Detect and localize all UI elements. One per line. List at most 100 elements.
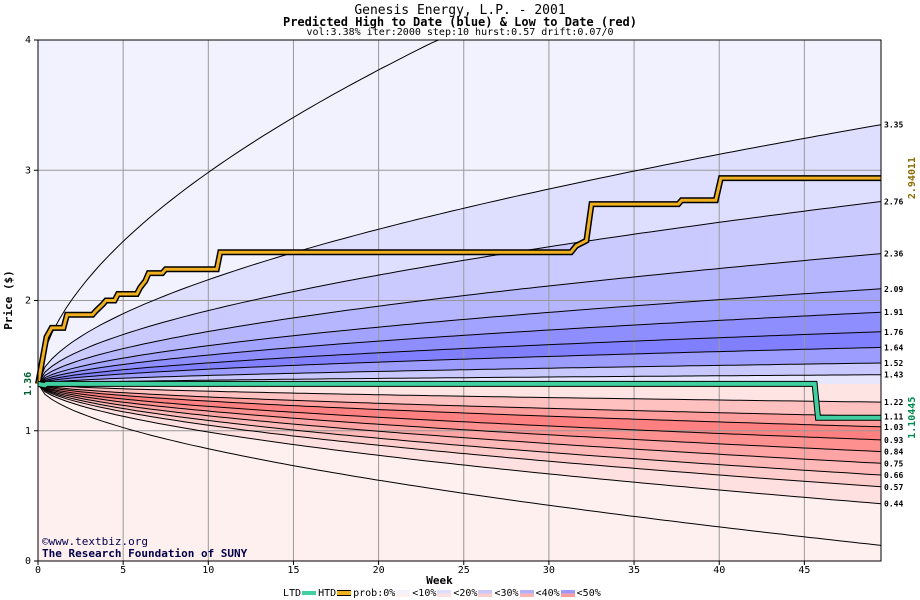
upper-percentile-label-4: 1.91 <box>884 308 903 317</box>
legend-item-0: <10% <box>412 587 437 599</box>
lower-curve-9 <box>37 383 882 403</box>
axis-ticks: 0 5 10 15 20 25 30 35 40 45 0 1 2 3 4 <box>25 35 810 576</box>
band-lower-8 <box>38 383 881 417</box>
lower-percentile-label-7: 0.57 <box>884 483 903 492</box>
lower-curve-1 <box>37 383 882 505</box>
chart-title: Genesis Energy, L.P. - 2001 <box>354 3 566 18</box>
legend-swatch-2 <box>478 589 493 597</box>
legend-item-2: <30% <box>494 587 519 599</box>
legend-ltd-swatch <box>302 591 317 595</box>
band-lower-1 <box>38 383 881 504</box>
upper-curve-2 <box>37 201 882 385</box>
x-axis-label: Week <box>426 574 453 587</box>
y-axis-label: Price ($) <box>2 270 15 330</box>
lower-percentile-label-0: 1.22 <box>884 398 903 407</box>
upper-percentile-label-6: 1.64 <box>884 343 903 352</box>
legend-ltd-label: LTD <box>283 587 302 599</box>
lower-curve-8 <box>37 383 882 417</box>
band-lower-3 <box>38 383 881 475</box>
x-tick-label-0: 0 <box>35 565 41 576</box>
htd-line <box>36 176 881 385</box>
x-tick-label-35: 35 <box>628 565 640 576</box>
lower-curve-0 <box>37 383 882 546</box>
watermark-org: The Research Foundation of SUNY <box>42 547 248 560</box>
x-tick-label-40: 40 <box>713 565 725 576</box>
upper-curve-6 <box>37 331 882 385</box>
grid-lines <box>38 40 881 561</box>
y-tick-label-4: 4 <box>25 35 31 46</box>
lower-curve-5 <box>37 383 882 453</box>
legend-htd-swatch <box>337 590 352 596</box>
lower-curve-4 <box>37 383 882 464</box>
upper-percentile-label-7: 1.52 <box>884 359 903 368</box>
lower-curve-7 <box>37 383 882 428</box>
legend-item-3: <40% <box>535 587 560 599</box>
band-lower-4 <box>38 383 881 464</box>
legend-swatch-0 <box>396 589 411 597</box>
lower-curve-3 <box>37 383 882 476</box>
upper-curve-4 <box>37 288 882 385</box>
axis-labels: 3.35 2.76 2.36 2.09 1.91 1.76 1.64 1.52 1.43 1.22… <box>2 121 918 587</box>
band-upper-3 <box>38 253 881 384</box>
upper-percentile-label-3: 2.09 <box>884 285 903 294</box>
band-upper-7 <box>38 347 881 384</box>
x-tick-label-20: 20 <box>373 565 385 576</box>
lower-percentile-label-1: 1.11 <box>884 412 903 421</box>
legend-item-1: <20% <box>453 587 478 599</box>
legend-swatch-1 <box>437 589 452 597</box>
watermark-url: ©www.textbiz.org <box>42 535 148 548</box>
band-lower-9 <box>38 383 881 403</box>
upper-curve-9 <box>37 374 882 385</box>
legend: LTD HTD prob:0% <10% <20% <30% <40% <50% <box>283 587 601 599</box>
band-lower-2 <box>38 383 881 487</box>
legend-htd-label: HTD <box>318 587 337 599</box>
legend-item-4: <50% <box>576 587 601 599</box>
start-price-label: 1.36 <box>23 372 34 396</box>
upper-percentile-label-1: 2.76 <box>884 198 903 207</box>
legend-prob-label: prob:0% <box>353 587 396 599</box>
band-upper-2 <box>38 201 881 384</box>
x-tick-label-25: 25 <box>458 565 470 576</box>
x-tick-label-10: 10 <box>202 565 214 576</box>
upper-curve-5 <box>37 311 882 385</box>
y-tick-label-0: 0 <box>25 556 31 567</box>
lower-percentile-label-6: 0.66 <box>884 471 903 480</box>
upper-percentile-label-5: 1.76 <box>884 328 903 337</box>
lower-percentile-label-2: 1.03 <box>884 423 903 432</box>
legend-swatch-3 <box>519 589 534 597</box>
upper-curve-8 <box>37 362 882 385</box>
lower-curve-6 <box>37 383 882 441</box>
band-lower-5 <box>38 383 881 452</box>
x-tick-label-30: 30 <box>543 565 555 576</box>
upper-percentile-label-8: 1.43 <box>884 371 903 380</box>
band-upper-5 <box>38 312 881 384</box>
ltd-value-label: 1.10445 <box>907 397 918 439</box>
lower-percentile-label-8: 0.44 <box>884 500 903 509</box>
band-upper-0 <box>38 40 881 384</box>
ltd-line <box>37 381 881 420</box>
x-tick-label-15: 15 <box>287 565 299 576</box>
legend-swatch-4 <box>560 589 575 597</box>
lower-curve-2 <box>37 383 882 488</box>
lower-percentile-label-5: 0.75 <box>884 459 903 468</box>
htd-value-label: 2.94011 <box>907 157 918 199</box>
upper-percentile-label-0: 3.35 <box>884 121 903 130</box>
chart-subtitle: Predicted High to Date (blue) & Low to D… <box>282 15 637 29</box>
upper-curve-3 <box>37 253 882 385</box>
x-tick-label-5: 5 <box>120 565 126 576</box>
band-upper-4 <box>38 288 881 384</box>
upper-percentile-label-2: 2.36 <box>884 250 903 259</box>
lower-percentile-label-4: 0.84 <box>884 448 903 457</box>
y-tick-label-2: 2 <box>25 296 31 307</box>
lower-percentile-label-3: 0.93 <box>884 436 903 445</box>
upper-curve-1 <box>37 124 882 385</box>
band-upper-6 <box>38 331 881 384</box>
band-upper-8 <box>38 363 881 384</box>
upper-curve-7 <box>37 346 882 385</box>
band-lower-7 <box>38 383 881 427</box>
y-tick-label-1: 1 <box>25 426 31 437</box>
simulation-params: vol:3.38% iter:2000 step:10 hurst:0.57 d… <box>306 27 614 38</box>
x-tick-label-45: 45 <box>798 565 810 576</box>
data-series <box>35 175 881 421</box>
